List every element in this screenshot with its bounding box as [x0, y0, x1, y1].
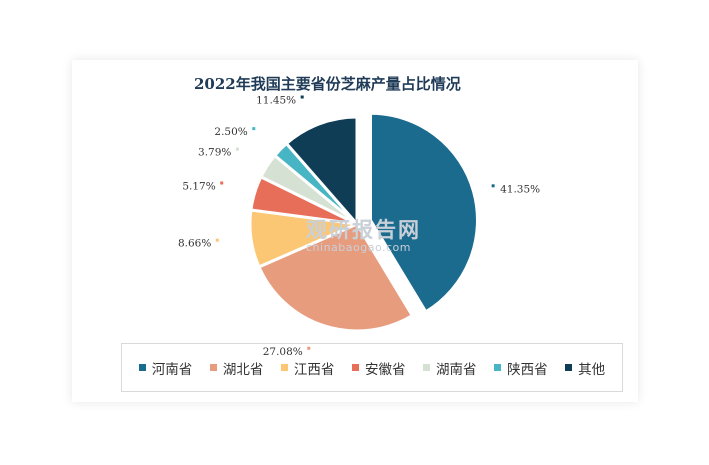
legend-label: 其他	[578, 361, 606, 378]
data-label-marker	[491, 184, 495, 188]
legend-item: 江西省	[280, 358, 335, 378]
legend-item: 安徽省	[351, 358, 406, 378]
legend-swatch	[423, 364, 431, 371]
legend-label: 安徽省	[364, 361, 406, 378]
data-label: 8.66%	[178, 238, 211, 250]
legend-item: 湖北省	[209, 358, 264, 378]
data-label-marker	[300, 95, 304, 99]
data-label-marker	[307, 346, 311, 350]
legend-label: 陕西省	[507, 361, 548, 378]
slice-7	[284, 115, 359, 228]
legend-swatch	[351, 364, 359, 371]
data-label: 3.79%	[198, 147, 231, 159]
data-label: 2.50%	[214, 126, 247, 138]
data-label: 5.17%	[182, 180, 215, 192]
legend-label: 湖南省	[436, 361, 477, 378]
data-label: 11.45%	[256, 95, 296, 107]
slice-1	[368, 111, 479, 314]
legend-label: 河南省	[151, 361, 193, 378]
chart-legend: 河南省 湖北省 江西省 安徽省 湖南省 陕西省 其他	[121, 343, 623, 392]
data-label: 27.08%	[263, 346, 303, 358]
legend-swatch	[494, 364, 502, 371]
legend-swatch	[209, 364, 217, 371]
legend-swatch	[280, 364, 288, 371]
legend-item: 河南省	[138, 358, 193, 378]
legend-item: 陕西省	[494, 358, 548, 378]
legend-label: 湖北省	[222, 361, 264, 378]
data-label-marker	[252, 127, 256, 131]
legend-item: 湖南省	[423, 358, 477, 378]
data-label-marker	[235, 147, 239, 151]
legend-item: 其他	[565, 358, 605, 378]
data-label-marker	[215, 238, 219, 242]
legend-swatch	[138, 364, 146, 371]
data-label: 41.35%	[500, 183, 540, 195]
legend-label: 江西省	[293, 361, 335, 378]
legend-swatch	[565, 364, 573, 371]
data-label-marker	[220, 181, 224, 185]
chart-title: 2022年我国主要省份芝麻产量占比情况	[194, 75, 461, 93]
